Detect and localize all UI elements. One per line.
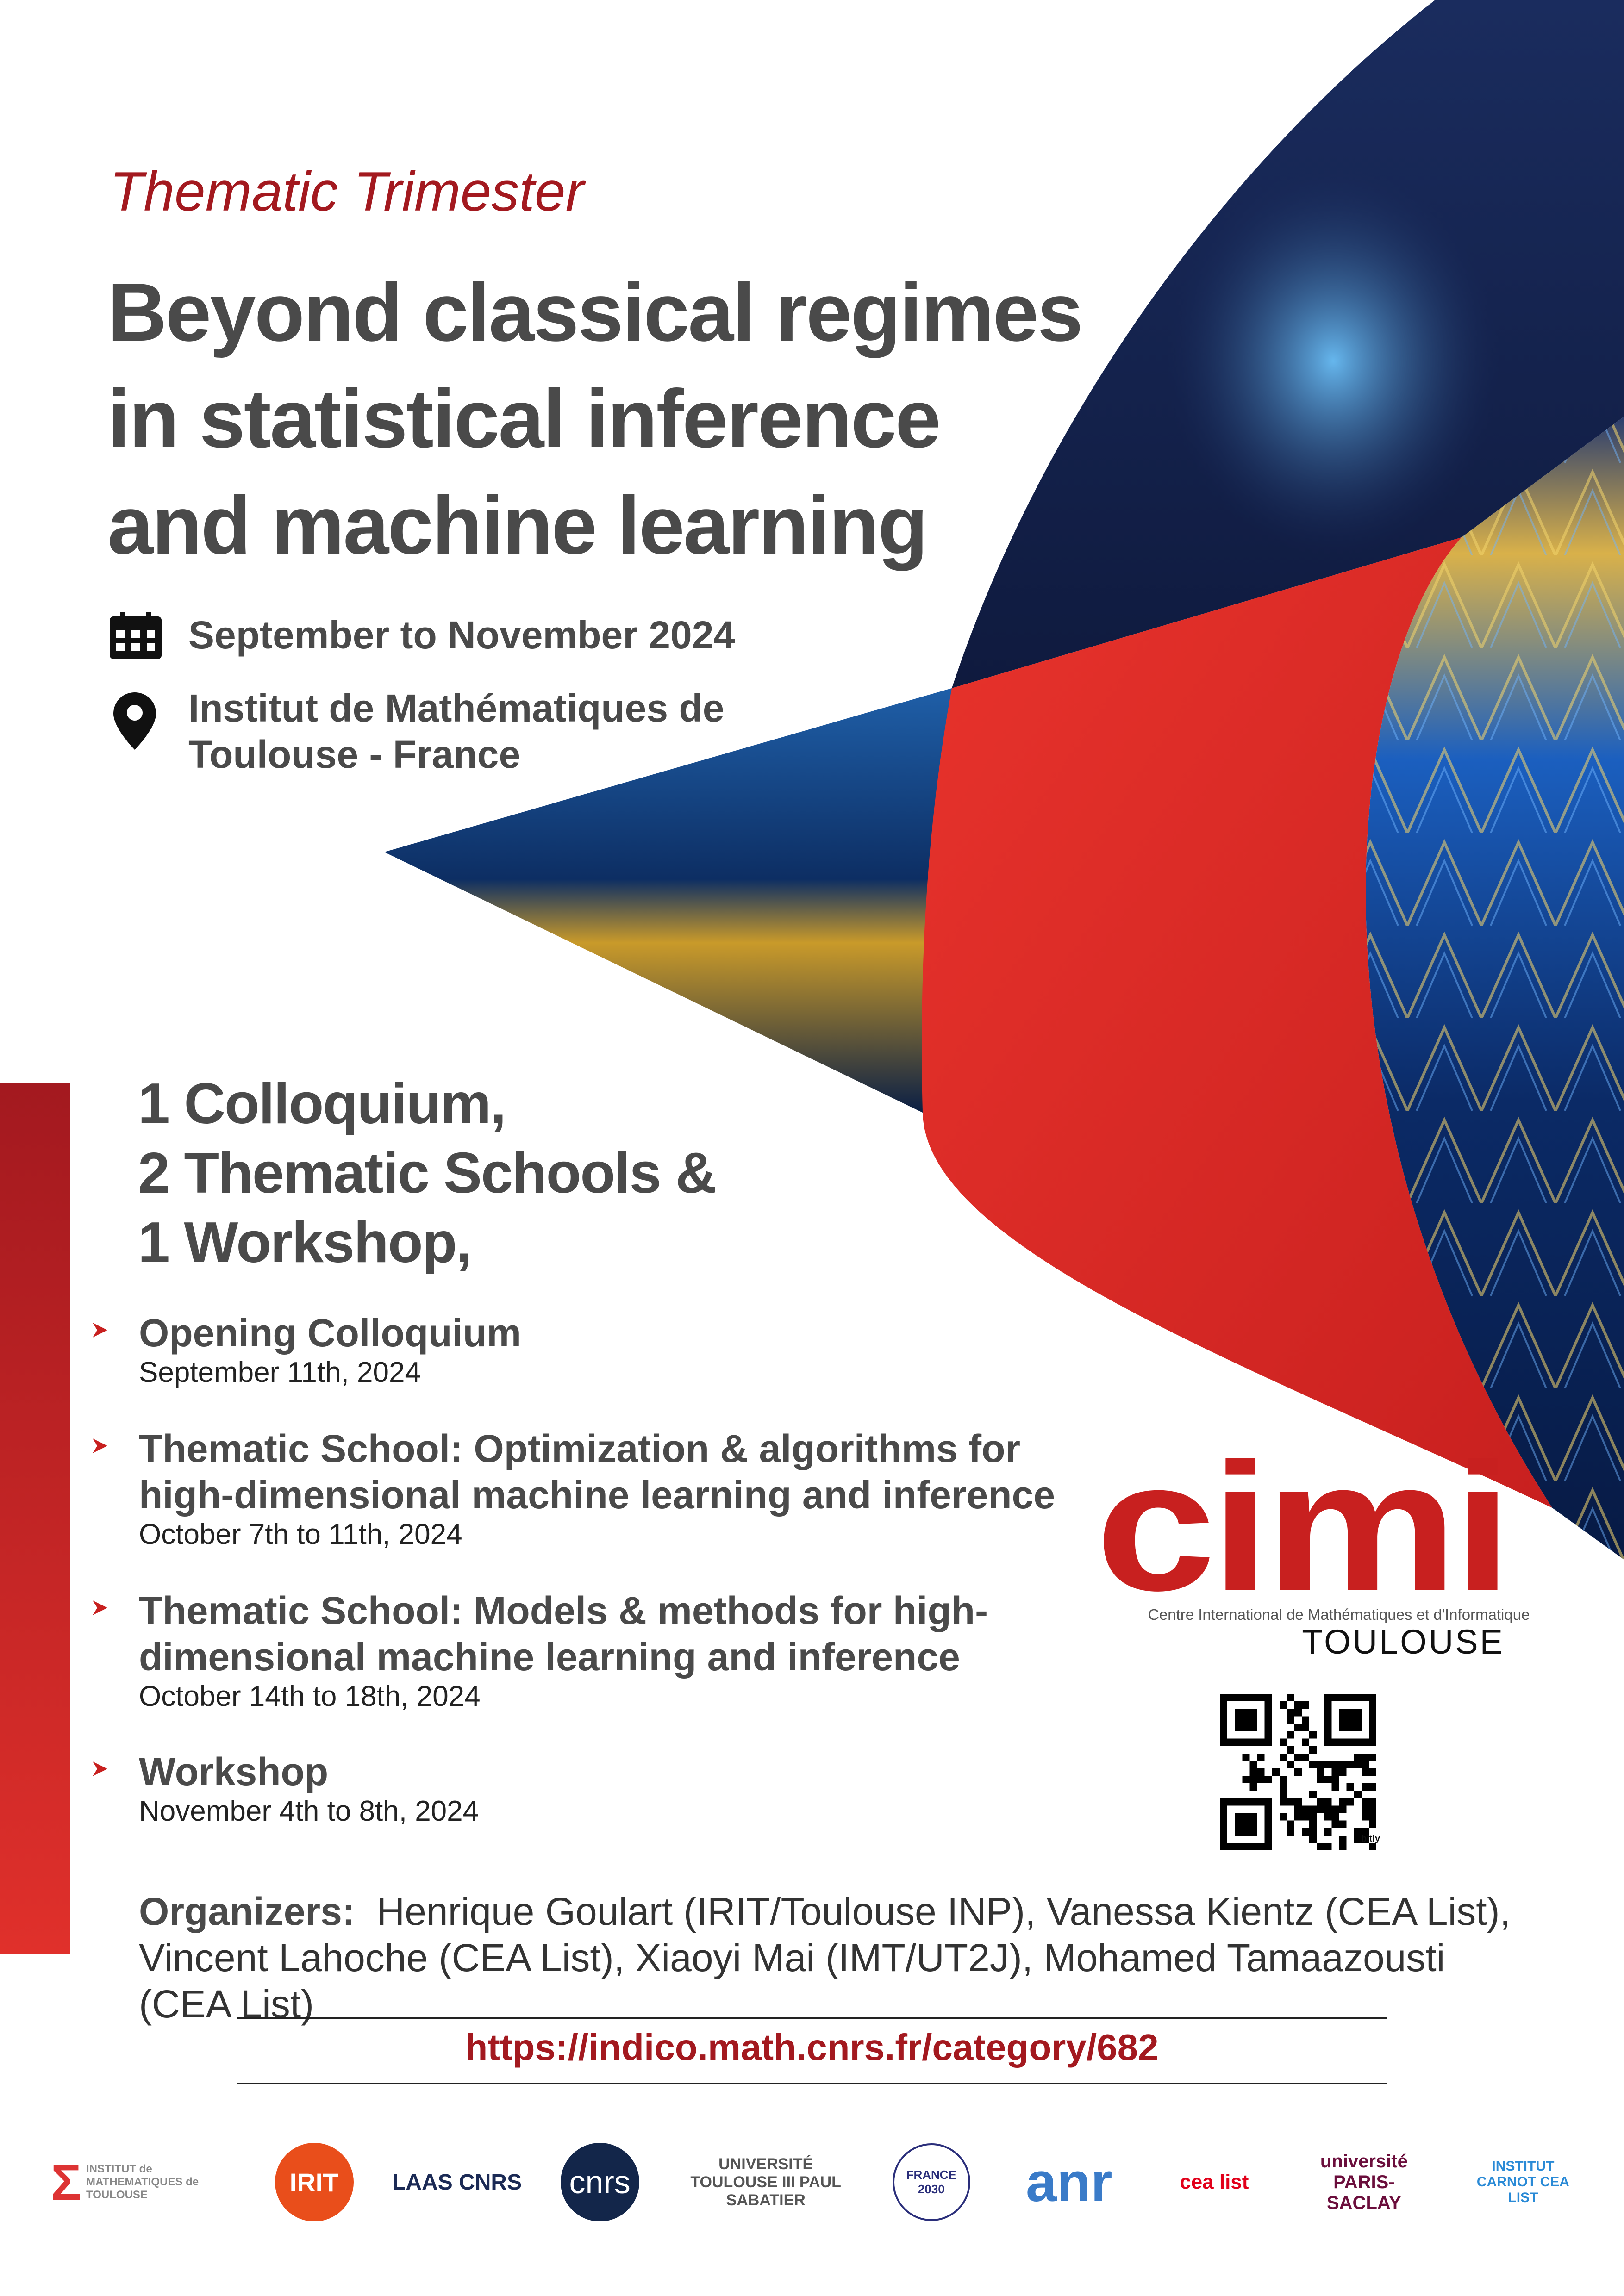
event-item: Thematic School: Models & methods for hi… bbox=[91, 1587, 988, 1713]
red-side-bar bbox=[0, 1083, 70, 1954]
organizers-label: Organizers: bbox=[139, 1890, 355, 1933]
event-date: September 11th, 2024 bbox=[139, 1356, 421, 1388]
divider bbox=[237, 2017, 1387, 2019]
chevron-right-icon bbox=[93, 1600, 107, 1615]
logo-ut3: UNIVERSITÉ TOULOUSE III PAUL SABATIER bbox=[690, 2155, 841, 2209]
dates-row: September to November 2024 bbox=[110, 612, 736, 659]
organizers-names: Henrique Goulart (IRIT/Toulouse INP), Va… bbox=[139, 1890, 1511, 2026]
logo-anr: anr bbox=[1025, 2151, 1112, 2213]
organizers: Organizers: Henrique Goulart (IRIT/Toulo… bbox=[139, 1888, 1546, 2027]
event-title: Thematic School: Models & methods for hi… bbox=[139, 1589, 988, 1632]
logo-france2030: FRANCE 2030 bbox=[892, 2143, 970, 2221]
kicker: Thematic Trimester bbox=[110, 161, 584, 223]
event-item: Opening Colloquium September 11th, 2024 bbox=[91, 1310, 521, 1389]
cimi-city: TOULOUSE bbox=[1302, 1623, 1505, 1661]
qr-code[interactable] bbox=[1220, 1694, 1376, 1850]
event-title: Opening Colloquium bbox=[139, 1311, 521, 1355]
cimi-logo: cimi bbox=[1095, 1458, 1512, 1606]
title-line: and machine learning bbox=[107, 479, 928, 571]
page-title: Beyond classical regimes in statistical … bbox=[107, 259, 1083, 579]
city-bridge-image bbox=[384, 688, 952, 1113]
red-shape bbox=[922, 537, 1552, 1508]
chevron-right-icon bbox=[93, 1761, 107, 1776]
cimi-subtitle: Centre International de Mathématiques et… bbox=[1148, 1606, 1530, 1623]
title-line: in statistical inference bbox=[107, 373, 941, 465]
logo-carnot: INSTITUT CARNOT CEA LIST bbox=[1476, 2159, 1569, 2205]
event-date: October 14th to 18th, 2024 bbox=[139, 1680, 481, 1712]
event-item: Thematic School: Optimization & algorith… bbox=[91, 1425, 1055, 1551]
program-summary: 1 Colloquium, 2 Thematic Schools & 1 Wor… bbox=[138, 1069, 717, 1277]
logo-cnrs: cnrs bbox=[560, 2143, 639, 2221]
calendar-icon bbox=[110, 612, 162, 659]
event-date: November 4th to 8th, 2024 bbox=[139, 1795, 479, 1827]
event-title: high-dimensional machine learning and in… bbox=[139, 1473, 1056, 1517]
event-title: Thematic School: Optimization & algorith… bbox=[139, 1427, 1021, 1470]
event-date: October 7th to 11th, 2024 bbox=[139, 1518, 462, 1550]
chevron-right-icon bbox=[93, 1438, 107, 1453]
chevron-right-icon bbox=[93, 1323, 107, 1338]
location-text: Institut de Mathématiques de Toulouse - … bbox=[188, 685, 724, 778]
partner-logos: Σ INSTITUT de MATHEMATIQUES de TOULOUSE I… bbox=[51, 2134, 1579, 2231]
ai-head-glow bbox=[1167, 167, 1500, 555]
event-title: Workshop bbox=[139, 1750, 329, 1793]
title-line: Beyond classical regimes bbox=[107, 266, 1083, 358]
cimi-logo-text: cimi bbox=[1095, 1458, 1507, 1606]
logo-laas: LAAS CNRS bbox=[392, 2170, 522, 2195]
location-row: Institut de Mathématiques de Toulouse - … bbox=[110, 685, 724, 778]
summary-line: 1 Workshop, bbox=[138, 1211, 472, 1275]
event-item: Workshop November 4th to 8th, 2024 bbox=[91, 1748, 479, 1828]
summary-line: 1 Colloquium, bbox=[138, 1072, 506, 1136]
event-title: dimensional machine learning and inferen… bbox=[139, 1635, 960, 1679]
qr-caption: bitly bbox=[1361, 1834, 1380, 1844]
map-pin-icon bbox=[113, 692, 156, 750]
location-line: Institut de Mathématiques de bbox=[188, 686, 725, 730]
dates-text: September to November 2024 bbox=[188, 613, 736, 657]
logo-cea-list: cea list bbox=[1180, 2171, 1249, 2193]
location-line: Toulouse - France bbox=[188, 733, 521, 776]
divider bbox=[237, 2083, 1387, 2084]
logo-irit: IRIT bbox=[275, 2143, 354, 2221]
logo-imt: Σ INSTITUT de MATHEMATIQUES de TOULOUSE bbox=[51, 2153, 199, 2211]
logo-paris-saclay: université PARIS-SACLAY bbox=[1320, 2151, 1408, 2213]
summary-line: 2 Thematic Schools & bbox=[138, 1141, 717, 1205]
event-url-link[interactable]: https://indico.math.cnrs.fr/category/682 bbox=[465, 2027, 1159, 2068]
